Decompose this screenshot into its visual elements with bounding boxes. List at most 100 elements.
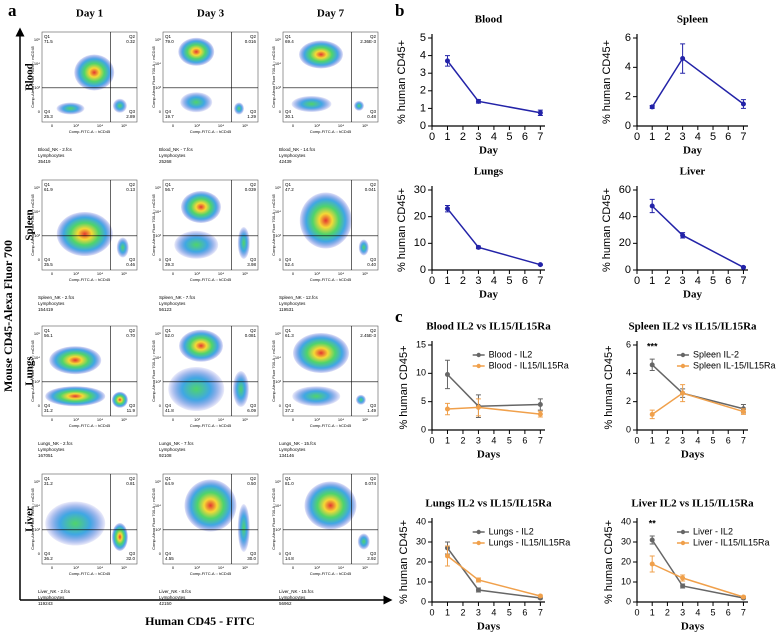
plot-tick: 10³ — [73, 417, 79, 422]
series-line — [446, 547, 541, 599]
y-tick-label: 0 — [626, 596, 631, 606]
plot-tick: 0 — [292, 565, 295, 570]
plot-tick: 10⁵ — [275, 37, 281, 42]
density — [291, 96, 332, 112]
x-tick-label: 0 — [429, 607, 434, 617]
y-tick-label: 0 — [420, 120, 426, 132]
quadrant-value: 1.29 — [247, 114, 256, 119]
x-tick-label: 2 — [665, 435, 670, 445]
y-tick-label: 0 — [421, 424, 426, 434]
marker — [444, 58, 450, 64]
plot-tick: 10⁵ — [155, 37, 161, 42]
quadrant-value: 30.0 — [247, 556, 256, 561]
x-axis-label: Days — [477, 621, 501, 633]
row-label: Liver — [24, 506, 36, 532]
quadrant-value: 25.3 — [44, 114, 53, 119]
x-tick-label: 3 — [476, 435, 481, 445]
plot-tick: 10³ — [73, 565, 79, 570]
x-tick-label: 7 — [740, 131, 746, 143]
plot-tick: 10⁵ — [121, 123, 127, 128]
plot-caption: 56962 — [279, 601, 292, 606]
x-tick-label: 1 — [649, 131, 655, 143]
quadrant-value: 0.70 — [126, 333, 135, 338]
quadrant-name: Q1 — [165, 328, 172, 333]
plot-tick: 10⁴ — [338, 123, 344, 128]
quadrant-name: Q1 — [165, 182, 172, 187]
x-tick-label: 1 — [445, 607, 450, 617]
y-tick-label: 40 — [621, 516, 631, 526]
y-tick-label: 1 — [420, 102, 426, 114]
x-tick-label: 4 — [695, 435, 700, 445]
density — [237, 504, 250, 552]
plot-tick: 10³ — [155, 233, 161, 238]
x-tick-label: 1 — [444, 131, 450, 143]
plot-caption: 56123 — [159, 307, 172, 312]
y-tick-label: 4 — [626, 368, 631, 378]
plot-y-axis: Comp-Alexa Fluor 700-A :: mCD45 — [271, 487, 276, 550]
y-tick-label: 20 — [621, 556, 631, 566]
plot-tick: 10⁵ — [362, 565, 368, 570]
quadrant-name: Q3 — [370, 551, 377, 556]
plot-caption: Spleen_NK - 12.fcs — [279, 295, 319, 300]
plot-tick: 10⁵ — [155, 331, 161, 336]
quadrant-value: 31.2 — [44, 408, 53, 413]
chart-title: Blood IL2 vs IL15/IL15Ra — [426, 321, 551, 333]
x-tick-label: 2 — [460, 435, 465, 445]
x-tick-label: 4 — [491, 607, 496, 617]
plot-tick: 0 — [172, 271, 175, 276]
quadrant-name: Q2 — [370, 328, 377, 333]
marker — [444, 406, 450, 412]
y-tick-label: 0 — [420, 264, 426, 276]
plot-tick: 10⁴ — [218, 417, 224, 422]
x-tick-label: 4 — [695, 607, 700, 617]
quadrant-value: 0.041 — [365, 187, 377, 192]
legend-label: Lungs - IL2 — [489, 526, 534, 536]
y-axis-label: % human CD45+ — [601, 188, 613, 272]
plot-caption: Lymphocytes — [159, 153, 186, 158]
panel-label: b — [395, 1, 404, 20]
density — [355, 394, 366, 405]
marker — [649, 362, 655, 368]
plot-tick: 10³ — [34, 233, 40, 238]
quadrant-name: Q1 — [44, 476, 51, 481]
plot-tick: 10⁴ — [97, 271, 103, 276]
marker — [740, 101, 746, 107]
plot-x-axis: Comp-FITC-A :: hCD45 — [190, 129, 232, 134]
chart-title: Blood — [475, 14, 503, 26]
x-tick-label: 3 — [680, 435, 685, 445]
x-tick-label: 0 — [634, 435, 639, 445]
plot-caption: Lungs_NK - 15.fcs — [279, 441, 317, 446]
x-axis-label: Days — [477, 449, 501, 461]
density — [49, 346, 102, 375]
quadrant-value: 37.2 — [285, 408, 294, 413]
quadrant-value: 1.49 — [367, 408, 376, 413]
x-tick-label: 7 — [741, 607, 746, 617]
plot-tick: 0 — [51, 271, 54, 276]
y-axis-label: % human CD45+ — [603, 520, 615, 604]
plot-caption: Lymphocytes — [38, 595, 65, 600]
plot-tick: 10⁵ — [155, 185, 161, 190]
plot-y-axis: Comp-Alexa Fluor 700-A :: mCD45 — [30, 193, 35, 256]
y-tick-label: 10 — [416, 576, 426, 586]
quadrant-name: Q4 — [285, 257, 292, 262]
plot-tick: 10³ — [275, 85, 281, 90]
plot-caption: Lymphocytes — [279, 595, 306, 600]
x-tick-label: 5 — [711, 435, 716, 445]
annotation: *** — [647, 341, 658, 351]
x-tick-label: 6 — [725, 275, 731, 287]
legend-swatch — [680, 540, 686, 546]
plot-tick: 10⁵ — [121, 565, 127, 570]
plot-caption: Lungs_NK - 2.fcs — [38, 441, 73, 446]
plot-x-axis: Comp-FITC-A :: hCD45 — [69, 571, 111, 576]
x-tick-label: 0 — [429, 131, 435, 143]
x-axis-label: Days — [681, 621, 705, 633]
y-tick-label: 3 — [420, 67, 426, 79]
series-line — [651, 205, 744, 268]
plot-tick: 0 — [279, 403, 282, 408]
